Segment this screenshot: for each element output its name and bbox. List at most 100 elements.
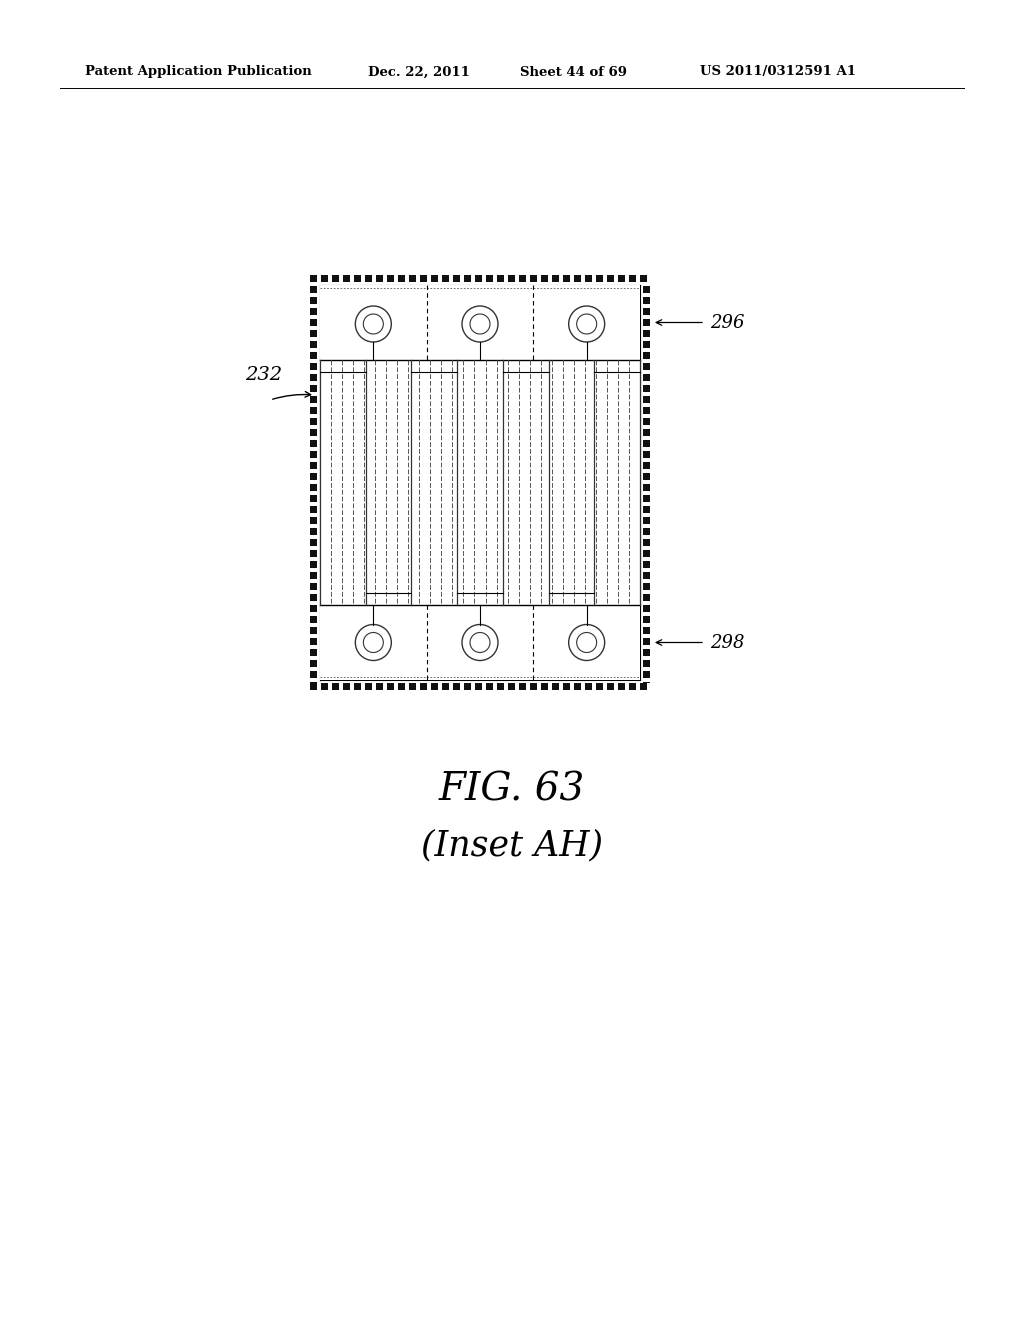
Bar: [643, 319, 650, 326]
Bar: [643, 572, 650, 579]
Bar: [310, 363, 317, 370]
Bar: [365, 682, 372, 690]
Bar: [643, 374, 650, 381]
Circle shape: [462, 624, 498, 660]
Bar: [387, 275, 394, 282]
Bar: [431, 275, 438, 282]
Bar: [643, 462, 650, 469]
Bar: [552, 682, 559, 690]
Bar: [585, 275, 592, 282]
Bar: [453, 682, 460, 690]
Circle shape: [568, 624, 604, 660]
Bar: [475, 275, 482, 282]
Bar: [310, 638, 317, 645]
Bar: [643, 528, 650, 535]
Text: FIG. 63: FIG. 63: [439, 771, 585, 808]
Bar: [643, 352, 650, 359]
Bar: [310, 440, 317, 447]
Bar: [332, 275, 339, 282]
Bar: [310, 561, 317, 568]
Circle shape: [364, 314, 383, 334]
Bar: [319, 285, 640, 360]
Bar: [343, 275, 350, 282]
Bar: [310, 517, 317, 524]
Bar: [497, 682, 504, 690]
Circle shape: [355, 624, 391, 660]
Bar: [310, 495, 317, 502]
Bar: [643, 385, 650, 392]
Text: (Inset AH): (Inset AH): [421, 828, 603, 862]
Bar: [607, 275, 614, 282]
Bar: [643, 341, 650, 348]
Bar: [420, 682, 427, 690]
Bar: [643, 671, 650, 678]
Bar: [310, 374, 317, 381]
Bar: [643, 649, 650, 656]
Bar: [319, 360, 640, 605]
Bar: [643, 561, 650, 568]
Bar: [497, 275, 504, 282]
Bar: [420, 275, 427, 282]
Bar: [643, 660, 650, 667]
Text: Sheet 44 of 69: Sheet 44 of 69: [520, 66, 627, 78]
Bar: [310, 275, 317, 282]
Text: 298: 298: [710, 634, 744, 652]
Bar: [464, 682, 471, 690]
Circle shape: [470, 314, 490, 334]
Bar: [643, 627, 650, 634]
Bar: [310, 671, 317, 678]
Bar: [453, 275, 460, 282]
Bar: [643, 484, 650, 491]
Bar: [310, 451, 317, 458]
Bar: [475, 682, 482, 690]
Bar: [530, 682, 537, 690]
Bar: [310, 594, 317, 601]
Text: Patent Application Publication: Patent Application Publication: [85, 66, 311, 78]
Bar: [643, 473, 650, 480]
Bar: [643, 330, 650, 337]
Bar: [398, 275, 406, 282]
Bar: [643, 539, 650, 546]
Bar: [310, 396, 317, 403]
Bar: [310, 341, 317, 348]
Bar: [310, 605, 317, 612]
Bar: [321, 682, 328, 690]
Bar: [563, 275, 570, 282]
Bar: [640, 682, 647, 690]
Bar: [643, 297, 650, 304]
Bar: [431, 682, 438, 690]
Bar: [310, 385, 317, 392]
Bar: [310, 330, 317, 337]
Bar: [310, 627, 317, 634]
Bar: [310, 407, 317, 414]
Bar: [310, 286, 317, 293]
Bar: [643, 594, 650, 601]
Circle shape: [568, 306, 604, 342]
Bar: [409, 275, 416, 282]
Bar: [530, 275, 537, 282]
Bar: [310, 550, 317, 557]
Bar: [376, 275, 383, 282]
Bar: [643, 517, 650, 524]
Circle shape: [364, 632, 383, 652]
Circle shape: [577, 632, 597, 652]
Bar: [319, 605, 640, 680]
Bar: [574, 682, 581, 690]
Text: 296: 296: [710, 314, 744, 331]
Bar: [354, 275, 361, 282]
Bar: [365, 275, 372, 282]
Bar: [618, 275, 625, 282]
Bar: [640, 275, 647, 282]
Bar: [310, 528, 317, 535]
Bar: [310, 572, 317, 579]
Bar: [310, 429, 317, 436]
Circle shape: [577, 314, 597, 334]
Bar: [332, 682, 339, 690]
Bar: [596, 275, 603, 282]
Bar: [343, 682, 350, 690]
Bar: [643, 550, 650, 557]
Bar: [321, 275, 328, 282]
Bar: [519, 275, 526, 282]
Bar: [552, 275, 559, 282]
Bar: [643, 605, 650, 612]
